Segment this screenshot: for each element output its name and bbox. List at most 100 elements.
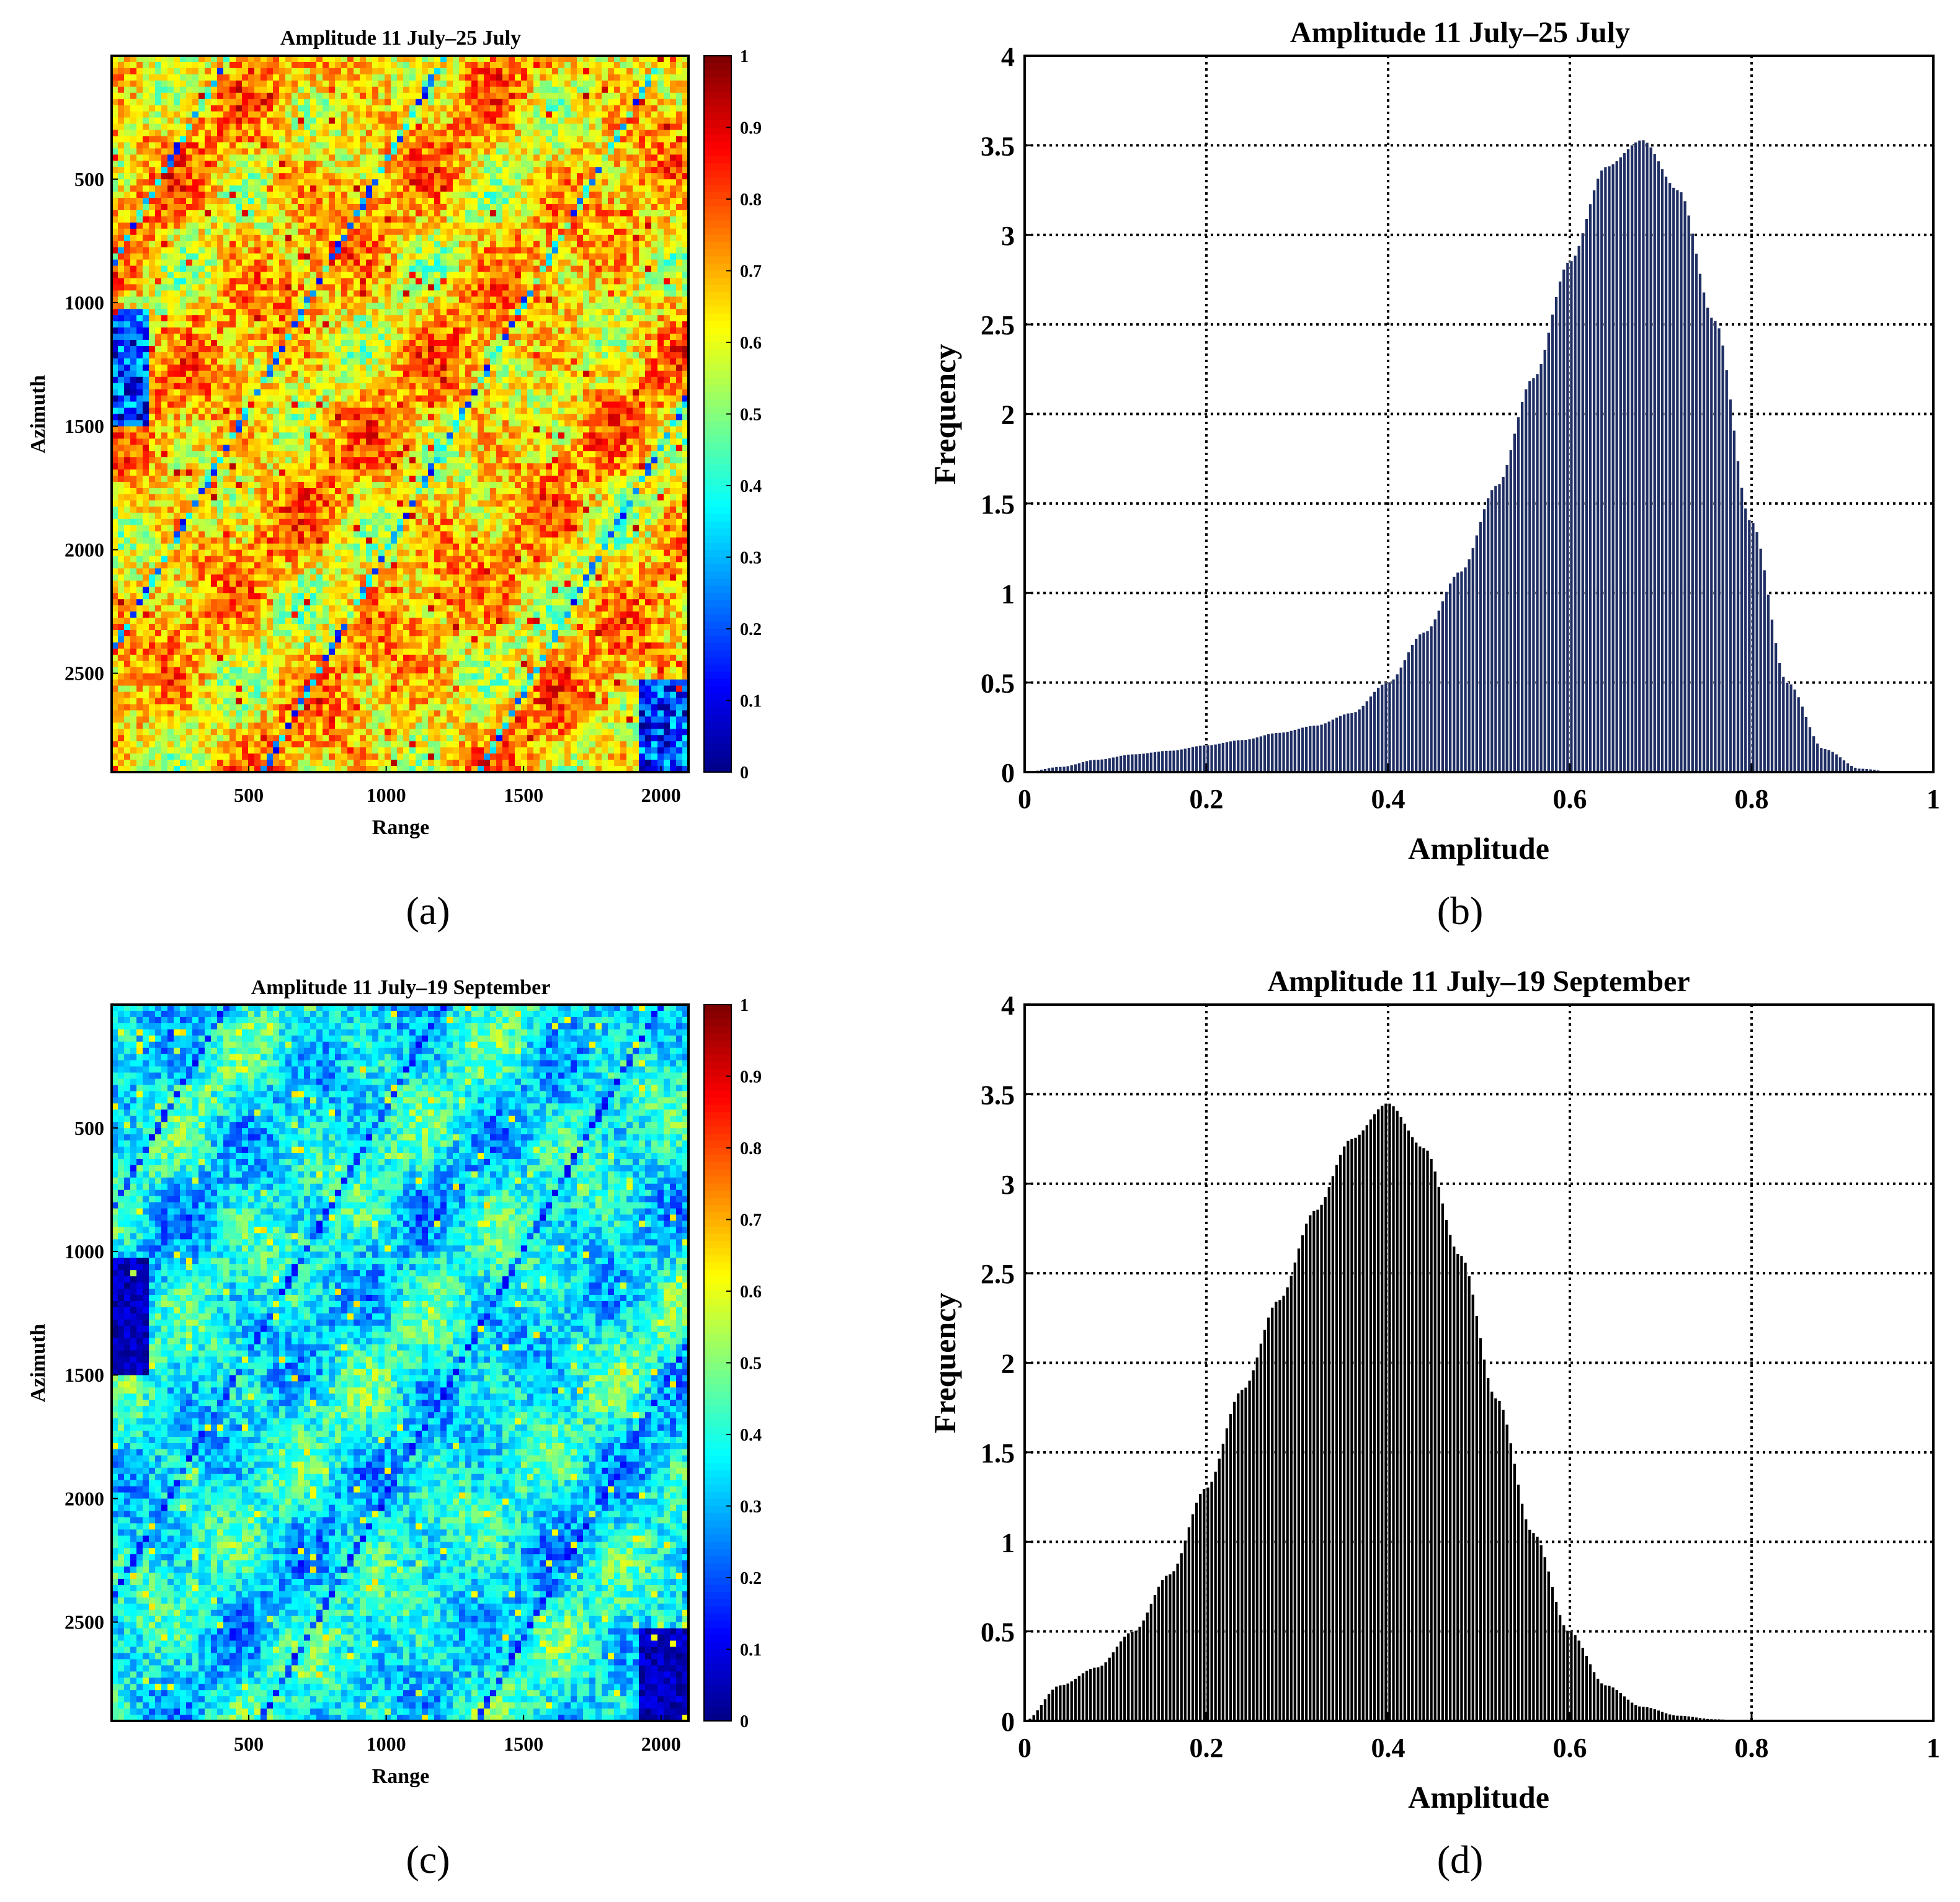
heatmap-cell xyxy=(670,148,677,155)
heatmap-cell xyxy=(602,210,608,217)
heatmap-cell xyxy=(242,192,249,198)
heatmap-cell xyxy=(273,345,280,353)
heatmap-cell xyxy=(509,74,515,81)
heatmap-cell xyxy=(614,327,621,334)
heatmap-cell xyxy=(192,161,199,167)
heatmap-cell xyxy=(509,272,515,279)
heatmap-cell xyxy=(664,284,670,291)
heatmap-cell xyxy=(533,105,540,112)
heatmap-cell xyxy=(434,74,441,81)
heatmap-cell xyxy=(186,167,193,174)
heatmap-cell xyxy=(329,136,336,143)
heatmap-cell xyxy=(552,203,559,211)
heatmap-cell xyxy=(217,376,224,384)
heatmap-cell xyxy=(211,142,218,149)
heatmap-cell xyxy=(378,123,385,131)
heatmap-cell xyxy=(354,167,360,174)
heatmap-cell xyxy=(651,154,658,161)
heatmap-cell xyxy=(124,228,131,236)
heatmap-cell xyxy=(192,130,199,137)
heatmap-cell xyxy=(645,259,652,267)
heatmap-cell xyxy=(416,321,422,328)
heatmap-cell xyxy=(533,123,540,131)
heatmap-cell xyxy=(335,383,342,390)
heatmap-cell xyxy=(676,198,683,205)
heatmap-cell xyxy=(205,216,212,223)
heatmap-cell xyxy=(478,92,484,100)
heatmap-cell xyxy=(670,123,677,131)
heatmap-cell xyxy=(608,99,615,106)
heatmap-cell xyxy=(335,222,342,229)
heatmap-cell xyxy=(589,278,596,285)
heatmap-cell xyxy=(509,265,515,273)
heatmap-cell xyxy=(422,216,429,223)
heatmap-cell xyxy=(149,123,156,131)
heatmap-cell xyxy=(409,142,416,149)
heatmap-cell xyxy=(657,364,664,371)
heatmap-cell xyxy=(496,296,503,303)
heatmap-cell xyxy=(229,130,236,137)
heatmap-cell xyxy=(285,179,292,186)
heatmap-cell xyxy=(620,222,627,229)
heatmap-cell xyxy=(167,111,174,118)
heatmap-cell xyxy=(564,123,571,131)
heatmap-cell xyxy=(341,130,348,137)
heatmap-cell xyxy=(409,296,416,303)
heatmap-cell xyxy=(198,161,205,167)
heatmap-cell xyxy=(602,327,608,334)
heatmap-cell xyxy=(198,80,205,87)
heatmap-cell xyxy=(155,241,162,248)
heatmap-cell xyxy=(422,136,429,143)
heatmap-cell xyxy=(533,161,540,167)
heatmap-cell xyxy=(577,247,584,254)
heatmap-cell xyxy=(211,247,218,254)
heatmap-cell xyxy=(422,92,429,100)
heatmap-cell xyxy=(676,173,683,180)
heatmap-cell xyxy=(136,234,143,242)
heatmap-cell xyxy=(533,340,540,347)
heatmap-cell xyxy=(211,321,218,328)
heatmap-cell xyxy=(490,222,497,229)
heatmap-cell xyxy=(211,253,218,260)
heatmap-cell xyxy=(509,247,515,254)
heatmap-cell xyxy=(664,253,670,260)
heatmap-cell xyxy=(304,105,311,112)
heatmap-cell xyxy=(453,265,460,273)
heatmap-cell xyxy=(471,334,478,340)
heatmap-cell xyxy=(490,259,497,267)
heatmap-cell xyxy=(180,136,187,143)
heatmap-cell xyxy=(186,303,193,309)
heatmap-cell xyxy=(614,185,621,192)
heatmap-cell xyxy=(378,105,385,112)
heatmap-cell xyxy=(453,321,460,328)
heatmap-cell xyxy=(614,321,621,328)
heatmap-cell xyxy=(254,161,261,167)
heatmap-cell xyxy=(645,148,652,155)
heatmap-cell xyxy=(323,80,329,87)
heatmap-cell xyxy=(502,303,509,309)
heatmap-cell xyxy=(341,265,348,273)
heatmap-cell xyxy=(602,148,608,155)
heatmap-cell xyxy=(242,345,249,353)
heatmap-cell xyxy=(682,315,689,322)
heatmap-cell xyxy=(546,92,553,100)
heatmap-cell xyxy=(428,68,435,75)
heatmap-cell xyxy=(422,117,429,125)
heatmap-cell xyxy=(354,68,360,75)
heatmap-cell xyxy=(261,111,267,118)
heatmap-cell xyxy=(130,86,137,94)
heatmap-cell xyxy=(161,334,168,340)
heatmap-cell xyxy=(546,345,553,353)
heatmap-cell xyxy=(347,203,354,211)
heatmap-cell xyxy=(167,247,174,254)
heatmap-cell xyxy=(118,272,125,279)
heatmap-cell xyxy=(155,105,162,112)
heatmap-cell xyxy=(149,303,156,309)
heatmap-cell xyxy=(552,370,559,378)
heatmap-cell xyxy=(112,259,118,267)
heatmap-cell xyxy=(236,185,243,192)
heatmap-cell xyxy=(558,99,565,106)
heatmap-cell xyxy=(192,117,199,125)
heatmap-cell xyxy=(242,99,249,106)
heatmap-cell xyxy=(682,80,689,87)
